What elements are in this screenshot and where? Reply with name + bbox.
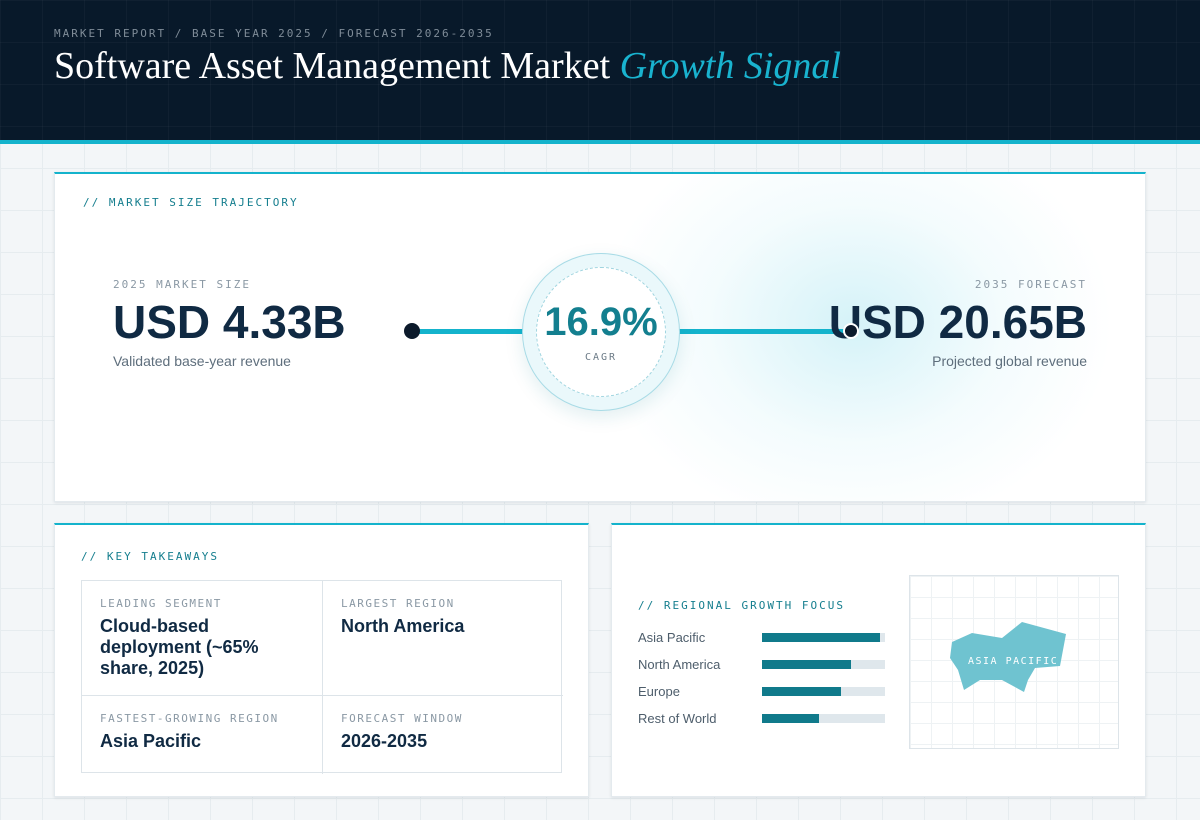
- region-bar-track: [762, 714, 885, 723]
- region-bar-row: Asia Pacific: [638, 630, 888, 645]
- market-size-trajectory-card: // MARKET SIZE TRAJECTORY 2025 MARKET SI…: [54, 172, 1146, 502]
- region-bar-row: North America: [638, 657, 888, 672]
- takeaway-cell-fastest-growing-region: FASTEST-GROWING REGION Asia Pacific: [82, 695, 322, 774]
- region-bar-track: [762, 687, 885, 696]
- page-header: MARKET REPORT / BASE YEAR 2025 / FORECAS…: [0, 0, 1200, 144]
- cagr-label: CAGR: [584, 352, 618, 363]
- takeaway-cell-largest-region: LARGEST REGION North America: [322, 581, 563, 695]
- takeaway-label: LEADING SEGMENT: [100, 597, 222, 610]
- region-name: Europe: [638, 684, 680, 699]
- takeaway-value: North America: [341, 616, 465, 636]
- map-region-label: ASIA PACIFIC: [968, 656, 1059, 667]
- region-bar-fill: [762, 633, 881, 642]
- forecast-value: USD 20.65B: [828, 296, 1087, 348]
- region-name: Asia Pacific: [638, 630, 706, 645]
- cagr-ring: 16.9% CAGR: [522, 253, 680, 411]
- page-title: Software Asset Management Market Growth …: [54, 44, 841, 88]
- title-accent: Growth Signal: [619, 45, 841, 87]
- base-year-subtitle: Validated base-year revenue: [113, 353, 291, 369]
- start-dot: [404, 323, 420, 339]
- forecast-label: 2035 FORECAST: [974, 278, 1087, 291]
- takeaway-cell-forecast-window: FORECAST WINDOW 2026-2035: [322, 695, 563, 774]
- region-bar-row: Rest of World: [638, 711, 888, 726]
- key-takeaways-card: // KEY TAKEAWAYS LEADING SEGMENT Cloud-b…: [54, 523, 589, 797]
- asia-pacific-map-shape: [950, 622, 1066, 692]
- region-bar-fill: [762, 687, 841, 696]
- region-bar-row: Europe: [638, 684, 888, 699]
- cagr-value: 16.9%: [544, 300, 658, 344]
- regional-growth-focus-card: // REGIONAL GROWTH FOCUS Asia Pacific No…: [611, 523, 1146, 797]
- takeaway-label: LARGEST REGION: [341, 597, 455, 610]
- title-main: Software Asset Management Market: [54, 45, 611, 87]
- takeaway-value: Asia Pacific: [100, 731, 202, 751]
- takeaway-value: 2026-2035: [341, 731, 428, 751]
- takeaways-grid: LEADING SEGMENT Cloud-based deployment (…: [81, 580, 563, 774]
- regional-section-label: // REGIONAL GROWTH FOCUS: [638, 599, 845, 612]
- region-bar-fill: [762, 660, 851, 669]
- region-bar-fill: [762, 714, 819, 723]
- takeaways-section-label: // KEY TAKEAWAYS: [81, 550, 219, 563]
- base-year-value: USD 4.33B: [113, 296, 346, 348]
- takeaway-label: FORECAST WINDOW: [341, 712, 463, 725]
- forecast-subtitle: Projected global revenue: [932, 353, 1087, 369]
- trajectory-section-label: // MARKET SIZE TRAJECTORY: [83, 196, 299, 209]
- takeaway-cell-leading-segment: LEADING SEGMENT Cloud-based deployment (…: [82, 581, 322, 695]
- end-dot: [843, 323, 859, 339]
- region-name: North America: [638, 657, 721, 672]
- region-name: Rest of World: [638, 711, 717, 726]
- cagr-inner-ring: 16.9% CAGR: [536, 267, 666, 397]
- base-year-label: 2025 MARKET SIZE: [113, 278, 251, 291]
- region-bar-track: [762, 660, 885, 669]
- region-map: ASIA PACIFIC: [909, 575, 1119, 749]
- takeaway-value: Cloud-based deployment (~65% share, 2025…: [100, 616, 259, 678]
- report-eyebrow: MARKET REPORT / BASE YEAR 2025 / FORECAS…: [54, 27, 494, 40]
- takeaway-label: FASTEST-GROWING REGION: [100, 712, 279, 725]
- region-bar-track: [762, 633, 885, 642]
